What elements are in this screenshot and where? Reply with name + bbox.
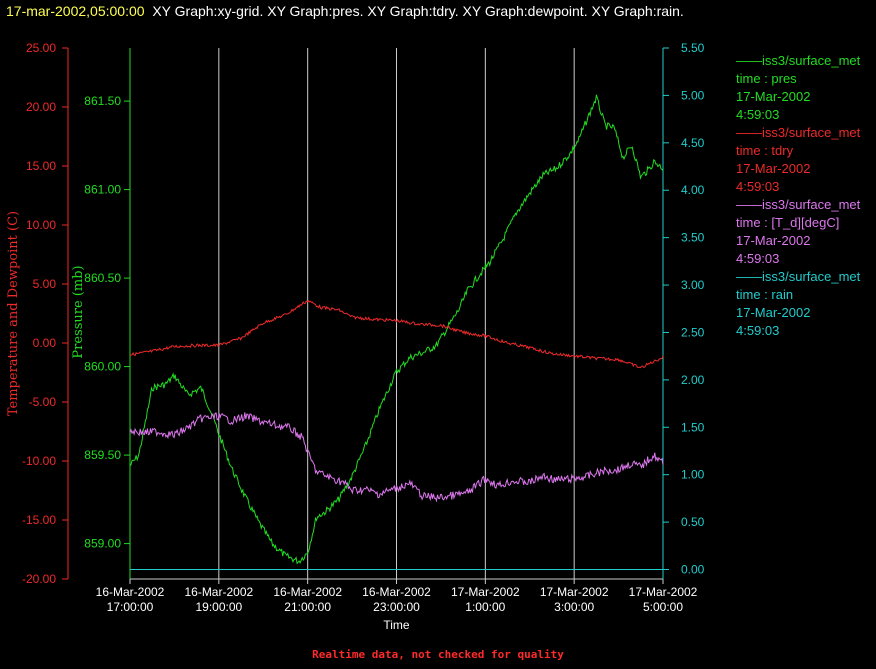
legend-entry: ——iss3/surface_met time : [T_d][degC] 17-M… [736,196,874,268]
time-tick-date: 17-Mar-2002 [451,585,520,599]
series-line-dewpoint [129,412,664,503]
time-tick-date: 16-Mar-2002 [273,585,342,599]
time-tick-date: 16-Mar-2002 [184,585,253,599]
temperature-tick-label: -5.00 [29,395,57,409]
time-tick-date: 16-Mar-2002 [362,585,431,599]
rain-tick-label: 4.00 [681,183,705,197]
temperature-tick-label: 15.00 [26,159,56,173]
legend-swatch: —— [736,197,762,212]
time-tick-date: 17-Mar-2002 [629,585,698,599]
time-tick-time: 5:00:00 [643,600,683,614]
pressure-tick-label: 860.00 [84,360,121,374]
legend-entry: ——iss3/surface_met time : tdry 17-Mar-2002… [736,124,874,196]
legend-source: ——iss3/surface_met [736,196,874,214]
pressure-tick-label: 859.50 [84,448,121,462]
legend-date: 17-Mar-2002 [736,89,811,104]
rain-tick-label: 3.50 [681,231,705,245]
time-tick-time: 1:00:00 [465,600,505,614]
legend-variable: time : pres [736,71,797,86]
pressure-tick-label: 861.50 [84,94,121,108]
rain-tick-label: 1.00 [681,468,705,482]
temperature-axis-label: Temperature and Dewpoint (C) [6,211,21,416]
temperature-tick-label: -20.00 [22,572,56,586]
legend-variable: time : [T_d][degC] [736,215,840,230]
pressure-tick-label: 861.00 [84,183,121,197]
legend-time: 4:59:03 [736,251,780,266]
header-timestamp: 17-mar-2002,05:00:00 [6,3,145,19]
legend-variable: time : rain [736,287,794,302]
pressure-tick-label: 860.50 [84,271,121,285]
legend-variable: time : tdry [736,143,794,158]
header-graph-list: XY Graph:xy-grid. XY Graph:pres. XY Grap… [152,3,684,19]
time-tick-time: 3:00:00 [554,600,594,614]
rain-tick-label: 2.50 [681,325,705,339]
pressure-tick-label: 859.00 [84,537,121,551]
header-title: 17-mar-2002,05:00:00 XY Graph:xy-grid. X… [6,3,684,19]
rain-tick-label: 4.50 [681,136,705,150]
time-tick-time: 21:00:00 [284,600,331,614]
rain-tick-label: 1.50 [681,420,705,434]
legend-swatch: —— [736,125,762,140]
temperature-tick-label: 0.00 [33,336,57,350]
legend-source-text: iss3/surface_met [762,125,861,140]
time-tick-time: 23:00:00 [373,600,420,614]
legend-source-text: iss3/surface_met [762,269,861,284]
rain-tick-label: 5.00 [681,88,705,102]
legend-swatch: —— [736,53,762,68]
legend-source: ——iss3/surface_met [736,124,874,142]
legend-source: ——iss3/surface_met [736,268,874,286]
legend-source: ——iss3/surface_met [736,52,874,70]
quality-note: Realtime data, not checked for quality [312,648,564,661]
time-axis-label: Time [383,618,410,632]
legend-source-text: iss3/surface_met [762,53,861,68]
legend-time: 4:59:03 [736,107,780,122]
temperature-tick-label: 25.00 [26,41,56,55]
legend-swatch: —— [736,269,762,284]
series-line-pres [129,94,664,565]
rain-tick-label: 5.50 [681,41,705,55]
legend-date: 17-Mar-2002 [736,161,811,176]
temperature-tick-label: 20.00 [26,100,56,114]
temperature-tick-label: -10.00 [22,454,56,468]
rain-tick-label: 3.00 [681,278,705,292]
temperature-tick-label: 5.00 [33,277,57,291]
time-tick-date: 17-Mar-2002 [540,585,609,599]
legend-date: 17-Mar-2002 [736,305,811,320]
rain-tick-label: 0.50 [681,515,705,529]
series-line-tdry [129,299,664,369]
legend-time: 4:59:03 [736,323,780,338]
legend-entry: ——iss3/surface_met time : rain 17-Mar-2002… [736,268,874,340]
legend-entry: ——iss3/surface_met time : pres 17-Mar-2002… [736,52,874,124]
temperature-tick-label: 10.00 [26,218,56,232]
rain-tick-label: 2.00 [681,373,705,387]
time-tick-time: 17:00:00 [107,600,154,614]
pressure-axis-label: Pressure (mb) [71,265,86,358]
legend-source-text: iss3/surface_met [762,197,861,212]
legend-time: 4:59:03 [736,179,780,194]
legend-date: 17-Mar-2002 [736,233,811,248]
rain-tick-label: 0.00 [681,563,705,577]
time-tick-time: 19:00:00 [195,600,242,614]
time-tick-date: 16-Mar-2002 [96,585,165,599]
temperature-tick-label: -15.00 [22,513,56,527]
